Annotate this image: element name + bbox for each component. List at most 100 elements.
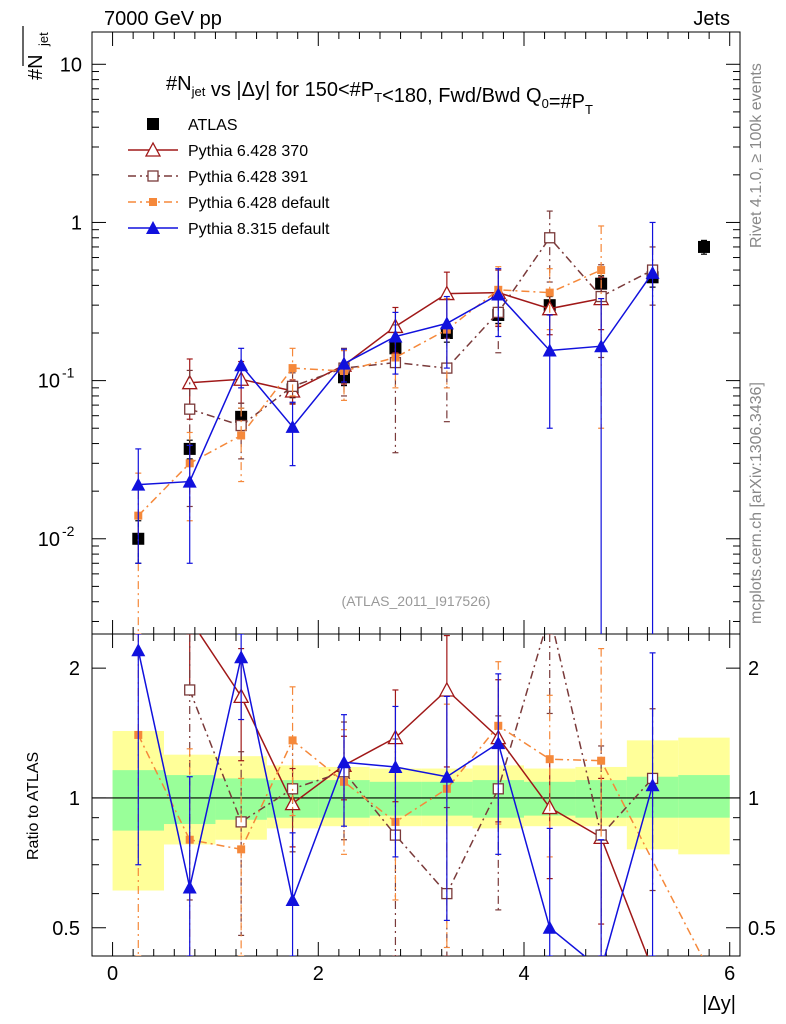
marker (698, 240, 710, 253)
y-tick-label-main: 10 (38, 529, 60, 551)
marker (147, 118, 159, 130)
marker (131, 643, 146, 657)
title-sub: T (585, 102, 593, 117)
y-tick-label-ratio-right: 2 (748, 658, 759, 680)
marker (388, 329, 403, 343)
marker (237, 431, 246, 440)
title-part: #N (166, 73, 192, 95)
marker (646, 963, 660, 976)
marker (337, 755, 351, 769)
marker (542, 920, 557, 934)
marker (144, 141, 162, 157)
marker (594, 963, 608, 976)
legend-label: Pythia 8.315 default (188, 221, 330, 238)
title-part: <180, Fwd/Bwd Q (382, 85, 542, 107)
legend-label: Pythia 6.428 default (188, 195, 330, 212)
x-axis: 0 2 4 6 |Δy| (107, 32, 736, 1015)
y-tick-label-main: 1 (71, 212, 82, 234)
marker (438, 681, 455, 697)
y-axis-label-main: #N jet (22, 26, 51, 80)
y-tick-label-main: 10 (38, 371, 60, 393)
marker (439, 769, 454, 783)
legend-label: Pythia 6.428 391 (188, 169, 308, 186)
y-axis-ratio: 2 2 1 1 0.5 0.5 Ratio to ATLAS (25, 658, 776, 940)
side-label-bottom: mcplots.cern.ch [arXiv:1306.3436] (748, 382, 765, 624)
marker (388, 759, 403, 773)
y-tick-label-ratio: 2 (69, 658, 80, 680)
y-axis-label-ratio: Ratio to ATLAS (25, 752, 42, 860)
y-tick-exponent: -2 (62, 523, 75, 539)
series-main (132, 239, 710, 564)
marker (542, 343, 557, 357)
title-sub: T (374, 90, 382, 105)
legend-label: ATLAS (188, 117, 238, 134)
x-tick-label: 6 (724, 963, 735, 985)
legend-item: Pythia 6.428 default (128, 195, 330, 212)
x-tick-label: 4 (518, 963, 529, 985)
series-line (189, 236, 653, 427)
x-tick-label: 2 (313, 963, 324, 985)
marker (545, 609, 555, 619)
y-tick-label-main: 10 (60, 54, 82, 76)
ratio-line (189, 634, 654, 895)
header-right: Jets (693, 8, 730, 30)
marker (337, 356, 351, 370)
ratio-line (198, 634, 649, 956)
marker (597, 266, 606, 275)
y-tick-exponent: -1 (62, 365, 75, 381)
y-tick-label-ratio: 1 (69, 788, 80, 810)
chart-title: #Njet vs |Δy| for 150<#PT<180, Fwd/Bwd Q… (166, 73, 593, 117)
marker (544, 232, 556, 244)
x-tick-label: 0 (107, 963, 118, 985)
marker (183, 612, 197, 625)
marker (285, 419, 300, 433)
legend-item: Pythia 6.428 391 (128, 169, 308, 186)
marker (234, 358, 249, 372)
legend-item: Pythia 8.315 default (128, 221, 330, 238)
legend-item: ATLAS (147, 117, 238, 134)
marker (645, 778, 660, 792)
legend-item: Pythia 6.428 370 (128, 141, 308, 160)
marker (594, 339, 609, 353)
series-ratio (131, 634, 660, 976)
title-part: =#P (549, 91, 585, 113)
side-label-top: Rivet 4.1.0, ≥ 100k events (748, 63, 765, 248)
marker (288, 364, 297, 373)
series-main (134, 225, 606, 634)
analysis-watermark: (ATLAS_2011_I917526) (342, 593, 491, 609)
y-tick-label-ratio-right: 1 (748, 788, 759, 810)
marker (149, 198, 157, 206)
marker (288, 736, 297, 745)
ref-band-green (678, 775, 730, 818)
x-axis-label: |Δy| (702, 993, 736, 1015)
chart-title-text: #Njet vs |Δy| for 150<#PT<180, Fwd/Bwd Q… (166, 73, 593, 117)
header-left: 7000 GeV pp (104, 8, 222, 30)
marker (286, 783, 299, 795)
marker (491, 287, 506, 301)
title-sub: jet (191, 84, 206, 99)
title-part: vs |Δy| for 150<#P (205, 79, 374, 101)
marker (131, 477, 146, 491)
legend: ATLAS Pythia 6.428 370 Pythia 6.428 391 Pyt… (128, 117, 330, 238)
title-sub: 0 (542, 96, 549, 111)
marker (146, 221, 160, 234)
marker (545, 288, 554, 297)
marker (545, 755, 554, 764)
marker (700, 956, 708, 964)
ref-band (112, 730, 730, 891)
marker (184, 684, 196, 696)
series-line (137, 269, 602, 517)
y-tick-label-ratio-right: 0.5 (748, 918, 776, 940)
marker (645, 265, 660, 279)
marker (491, 736, 506, 750)
y-axis-label-main-sub: jet (36, 32, 51, 47)
y-tick-label-ratio: 0.5 (52, 918, 80, 940)
marker (597, 756, 606, 765)
ratio-plot-frame (91, 633, 741, 957)
series-main (131, 221, 660, 634)
marker (182, 880, 197, 894)
marker (234, 650, 249, 664)
marker (439, 316, 454, 330)
